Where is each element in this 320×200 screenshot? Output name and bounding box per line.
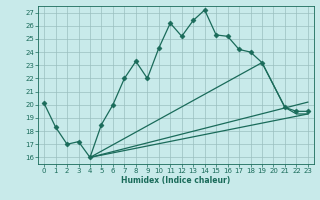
- X-axis label: Humidex (Indice chaleur): Humidex (Indice chaleur): [121, 176, 231, 185]
